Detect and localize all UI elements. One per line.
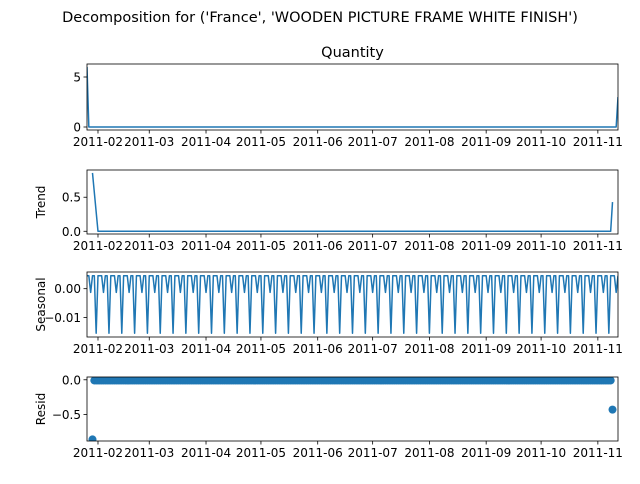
x-tick-label: 2011-05 [236, 135, 286, 149]
seasonal-line [87, 274, 618, 335]
x-tick-label: 2011-04 [181, 135, 231, 149]
x-tick-label: 2011-11 [573, 342, 623, 356]
quantity-series [87, 66, 618, 128]
x-tick-label: 2011-10 [516, 446, 566, 460]
x-tick-label: 2011-08 [404, 239, 454, 253]
quantity-line [87, 66, 618, 128]
x-tick-label: 2011-09 [461, 342, 511, 356]
x-tick-label: 2011-03 [124, 239, 174, 253]
x-tick-label: 2011-04 [181, 446, 231, 460]
resid-series [88, 377, 617, 441]
x-tick-label: 2011-11 [573, 446, 623, 460]
x-tick-label: 2011-11 [573, 135, 623, 149]
figure-suptitle: Decomposition for ('France', 'WOODEN PIC… [62, 10, 578, 26]
panel-seasonal: 2011-02 2011-03 2011-04 2011-05 2011-06 2011-… [34, 271, 623, 356]
x-tick-label: 2011-09 [461, 239, 511, 253]
x-tick-label: 2011-07 [348, 135, 398, 149]
x-tick-label: 2011-02 [73, 342, 123, 356]
x-tick-label: 2011-08 [404, 135, 454, 149]
seasonal-series [87, 274, 618, 335]
x-tick-label: 2011-06 [293, 446, 343, 460]
x-tick-label: 2011-02 [73, 135, 123, 149]
x-tick-label: 2011-06 [293, 239, 343, 253]
x-tick-label: 2011-03 [124, 446, 174, 460]
x-tick-label: 2011-07 [348, 239, 398, 253]
trend-ylabel: Trend [34, 186, 48, 220]
resid-point [606, 377, 615, 385]
x-tick-label: 2011-03 [124, 135, 174, 149]
seasonal-frame [86, 271, 619, 338]
trend-line [91, 172, 614, 233]
y-tick-label: 0.0 [62, 373, 81, 387]
resid-ylabel: Resid [34, 393, 48, 425]
x-tick-label: 2011-06 [293, 342, 343, 356]
y-tick-label: 0.0 [62, 225, 81, 239]
x-tick-label: 2011-03 [124, 342, 174, 356]
x-tick-label: 2011-07 [348, 446, 398, 460]
x-tick-label: 2011-05 [236, 239, 286, 253]
panel-resid: 2011-02 2011-03 2011-04 2011-05 2011-06 2011-… [34, 373, 623, 460]
x-tick-label: 2011-05 [236, 446, 286, 460]
trend-frame [86, 169, 619, 235]
x-tick-label: 2011-09 [461, 135, 511, 149]
trend-series [91, 172, 614, 233]
quantity-title: Quantity [321, 45, 384, 61]
quantity-frame [86, 63, 619, 131]
x-tick-label: 2011-08 [404, 342, 454, 356]
x-tick-label: 2011-07 [348, 342, 398, 356]
y-tick-label: 5 [73, 71, 81, 85]
x-tick-label: 2011-10 [516, 342, 566, 356]
x-tick-label: 2011-02 [73, 446, 123, 460]
x-tick-label: 2011-02 [73, 239, 123, 253]
x-tick-label: 2011-04 [181, 342, 231, 356]
resid-point [88, 435, 97, 441]
x-tick-label: 2011-11 [573, 239, 623, 253]
x-tick-label: 2011-04 [181, 239, 231, 253]
seasonal-ylabel: Seasonal [34, 277, 48, 331]
x-tick-label: 2011-10 [516, 239, 566, 253]
y-tick-label: −0.01 [44, 311, 81, 325]
y-tick-label: −0.5 [52, 408, 81, 422]
x-tick-label: 2011-06 [293, 135, 343, 149]
x-tick-label: 2011-08 [404, 446, 454, 460]
resid-point [608, 405, 617, 414]
x-tick-label: 2011-09 [461, 446, 511, 460]
panel-quantity: 2011-02 2011-03 2011-04 2011-05 2011-06 2011-… [73, 45, 623, 149]
resid-frame [86, 376, 619, 442]
panel-trend: 2011-02 2011-03 2011-04 2011-05 2011-06 2011-… [34, 169, 623, 253]
y-tick-label: 0.5 [62, 191, 81, 205]
y-tick-label: 0.00 [54, 282, 81, 296]
y-tick-label: 0 [73, 121, 81, 135]
x-tick-label: 2011-05 [236, 342, 286, 356]
x-tick-label: 2011-10 [516, 135, 566, 149]
